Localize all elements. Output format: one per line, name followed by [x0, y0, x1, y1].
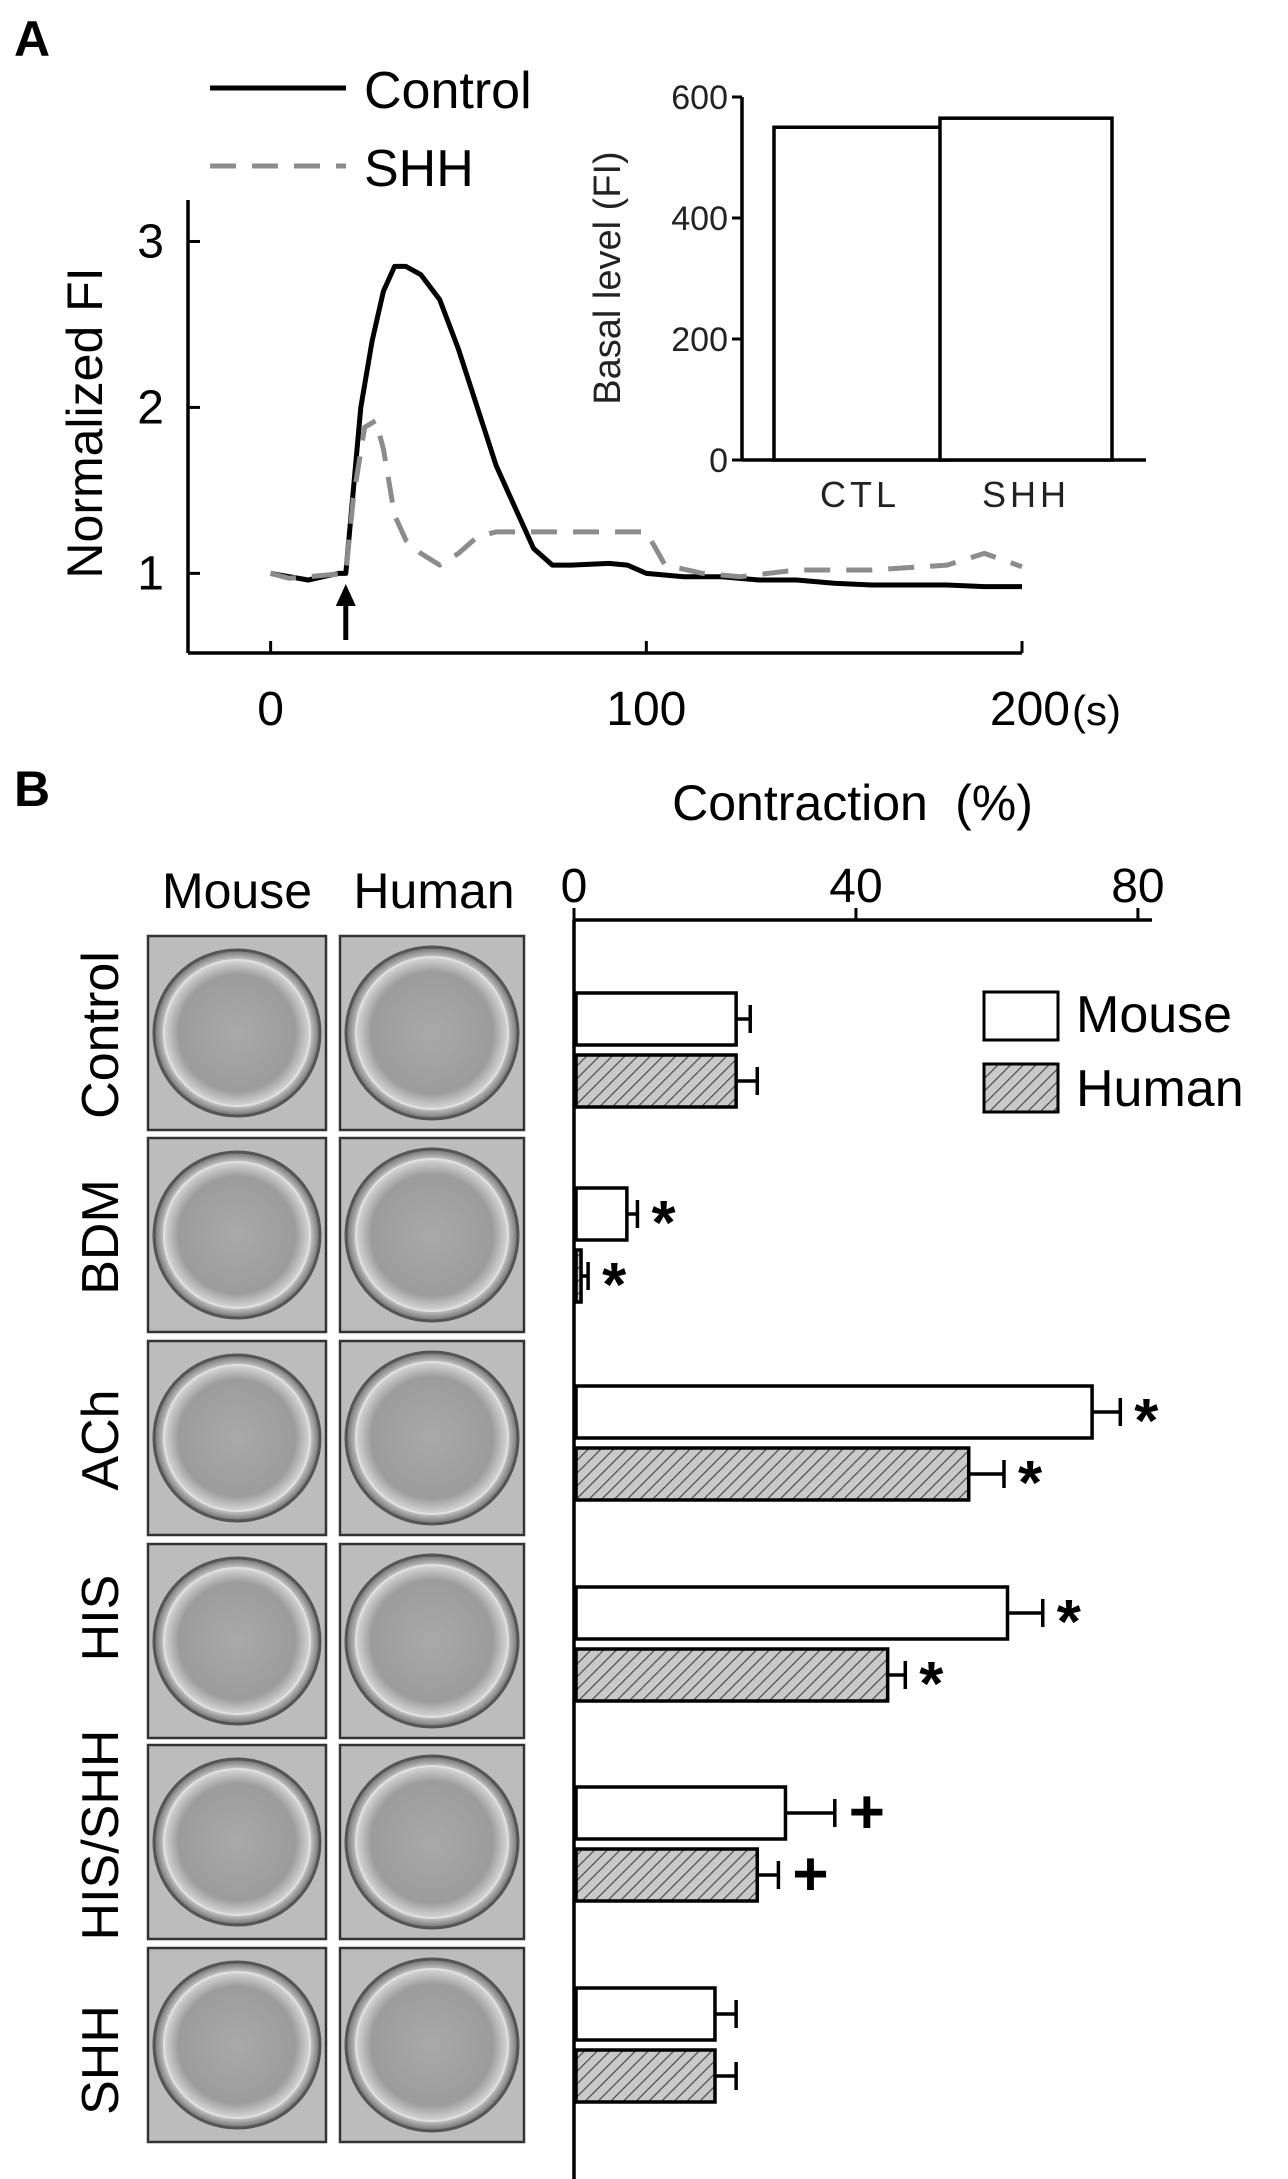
bar-human-control: [574, 1053, 738, 1109]
legend-label-control: Control: [364, 62, 532, 120]
significance-mark: *: [1134, 1387, 1159, 1456]
significance-mark: *: [1018, 1449, 1043, 1518]
bar-human-his: [574, 1647, 890, 1703]
legend-label-shh: SHH: [364, 140, 474, 198]
dish-photo-mouse-ach: [146, 1339, 328, 1537]
legend-swatch-human: [982, 1062, 1060, 1114]
y-axis-title: Normalized FI: [57, 267, 113, 578]
x-tick-label: 200: [990, 683, 1070, 736]
significance-mark: +: [792, 1840, 828, 1909]
dish-photo-mouse-his: [146, 1542, 328, 1740]
bar-human-shh: [574, 2048, 717, 2104]
b-x-axis-unit: (%): [955, 775, 1033, 831]
x-axis-unit: (s): [1072, 687, 1121, 734]
column-header-mouse: Mouse: [162, 863, 312, 919]
dish-photo-human-his: [338, 1542, 526, 1740]
dish-photo-human-shh: [338, 1946, 526, 2144]
bar-human-ach: [574, 1446, 971, 1502]
dish-photo-mouse-his-shh: [146, 1743, 328, 1941]
b-x-axis-title: Contraction: [672, 775, 928, 831]
inset-y-axis-title: Basal level (FI): [587, 151, 629, 404]
inset-y-tick-label: 0: [709, 442, 728, 480]
panel-a-inset-chart: 0 200 400 600 CTL SHH Basal level (FI): [587, 79, 1146, 515]
legend-label-human: Human: [1076, 1060, 1244, 1118]
inset-category-label: CTL: [820, 474, 900, 515]
panel-a-letter: A: [14, 11, 50, 67]
significance-mark: +: [849, 1778, 885, 1847]
bar-human-bdm: [574, 1248, 583, 1304]
dish-photo-human-control: [338, 934, 526, 1132]
panel-b-letter: B: [14, 761, 50, 817]
inset-y-tick-label: 600: [671, 79, 728, 117]
y-tick-label: 3: [137, 215, 164, 268]
series-line-control: [270, 263, 1022, 590]
bar-mouse-ach: [574, 1384, 1094, 1440]
inset-category-label: SHH: [982, 474, 1070, 515]
inset-y-tick-label: 400: [671, 200, 728, 238]
panel-a-legend: Control SHH: [210, 62, 532, 198]
row-label-his-shh: HIS/SHH: [72, 1730, 130, 1941]
b-x-tick-label: 40: [829, 860, 882, 913]
row-labels: Control BDM ACh HIS HIS/SHH SHH: [72, 951, 130, 2115]
row-label-shh: SHH: [72, 2005, 130, 2115]
bar-mouse-bdm: [574, 1186, 629, 1242]
inset-y-tick-label: 200: [671, 321, 728, 359]
row-label-his: HIS: [72, 1575, 130, 1662]
row-label-control: Control: [72, 951, 130, 1119]
dish-photo-grid: [146, 934, 526, 2144]
legend-swatch-mouse: [982, 990, 1060, 1042]
bar-mouse-shh: [574, 1986, 717, 2042]
dish-photo-human-bdm: [338, 1136, 526, 1334]
panel-a-line-chart: 0 100 200 1 2 3 Normalized FI (s): [57, 200, 1121, 736]
bar-mouse-control: [574, 991, 738, 1047]
dish-photo-mouse-bdm: [146, 1136, 328, 1334]
dish-photo-human-his-shh: [338, 1743, 526, 1941]
b-x-tick-label: 0: [561, 860, 588, 913]
significance-mark: *: [651, 1189, 676, 1258]
significance-mark: *: [1057, 1588, 1082, 1657]
significance-mark: *: [602, 1251, 627, 1320]
b-x-tick-label: 80: [1111, 860, 1164, 913]
y-tick-label: 1: [137, 547, 164, 600]
stimulus-arrow-icon: [335, 584, 356, 640]
panel-b-bar-chart: 0 40 80 * * * * * * + + Contraction (%): [561, 775, 1165, 2179]
bar-mouse-his: [574, 1585, 1010, 1641]
y-tick-label: 2: [137, 381, 164, 434]
x-tick-label: 0: [257, 683, 284, 736]
dish-photo-mouse-control: [146, 934, 328, 1132]
inset-bar-ctl: [772, 125, 948, 462]
x-tick-label: 100: [606, 683, 686, 736]
row-label-bdm: BDM: [72, 1179, 130, 1295]
panel-b-legend: Mouse Human: [982, 986, 1244, 1118]
bar-human-his-shh: [574, 1847, 760, 1903]
row-label-ach: ACh: [72, 1389, 130, 1490]
dish-photo-human-ach: [338, 1339, 526, 1537]
inset-bar-shh: [938, 116, 1114, 462]
column-header-human: Human: [353, 863, 514, 919]
dish-photo-mouse-shh: [146, 1946, 328, 2144]
bar-mouse-his-shh: [574, 1785, 788, 1841]
series-line-shh: [269, 418, 1023, 581]
significance-mark: *: [919, 1650, 944, 1719]
legend-label-mouse: Mouse: [1076, 986, 1232, 1044]
